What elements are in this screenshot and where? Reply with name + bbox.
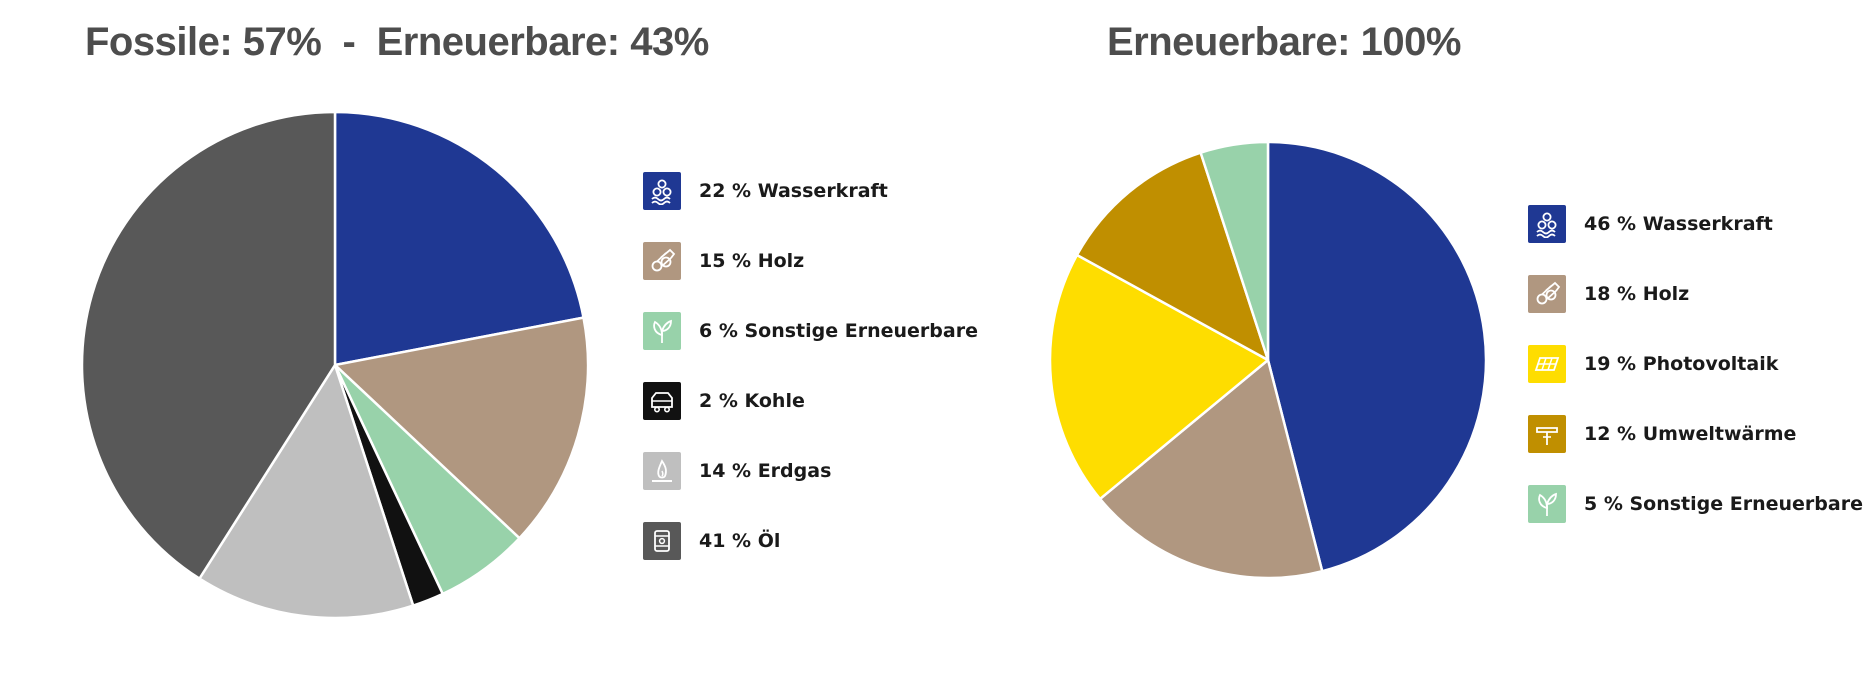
legend-item-1-2: 19 % Photovoltaik xyxy=(1528,345,1863,383)
legend-item-1-0: 46 % Wasserkraft xyxy=(1528,205,1863,243)
leaf-icon xyxy=(643,312,681,350)
legend-label: 15 % Holz xyxy=(699,250,805,272)
legend-right: 46 % Wasserkraft 18 % Holz 19 % Photovolta… xyxy=(1528,205,1863,555)
legend-item-1-1: 18 % Holz xyxy=(1528,275,1863,313)
flame-icon xyxy=(643,452,681,490)
oil-barrel-icon xyxy=(643,522,681,560)
coal-icon xyxy=(643,382,681,420)
legend-label: 46 % Wasserkraft xyxy=(1584,213,1773,235)
legend-left: 22 % Wasserkraft 15 % Holz 6 % Sonstige Er… xyxy=(643,172,978,592)
legend-item-0-2: 6 % Sonstige Erneuerbare xyxy=(643,312,978,350)
pie-slice-1-1 xyxy=(1098,358,1324,580)
pie-slice-0-4 xyxy=(198,363,415,620)
pie-slice-0-0 xyxy=(333,110,585,367)
legend-label: 19 % Photovoltaik xyxy=(1584,353,1779,375)
pie-chart-right xyxy=(1048,140,1488,580)
pie-slice-1-4 xyxy=(1199,140,1270,362)
legend-label: 2 % Kohle xyxy=(699,390,805,412)
legend-label: 18 % Holz xyxy=(1584,283,1690,305)
legend-label: 12 % Umweltwärme xyxy=(1584,423,1797,445)
pie-slice-0-1 xyxy=(333,316,590,540)
legend-label: 5 % Sonstige Erneuerbare xyxy=(1584,493,1863,515)
legend-label: 22 % Wasserkraft xyxy=(699,180,888,202)
wood-icon xyxy=(643,242,681,280)
wood-icon xyxy=(1528,275,1566,313)
legend-item-0-1: 15 % Holz xyxy=(643,242,978,280)
leaf-icon xyxy=(1528,485,1566,523)
pie-slice-1-0 xyxy=(1266,140,1488,573)
legend-item-0-3: 2 % Kohle xyxy=(643,382,978,420)
legend-item-0-0: 22 % Wasserkraft xyxy=(643,172,978,210)
legend-item-0-4: 14 % Erdgas xyxy=(643,452,978,490)
legend-label: 14 % Erdgas xyxy=(699,460,832,482)
legend-item-1-4: 5 % Sonstige Erneuerbare xyxy=(1528,485,1863,523)
pie-slice-1-2 xyxy=(1048,253,1270,501)
pie-slice-1-3 xyxy=(1075,151,1270,362)
chart-title-left: Fossile: 57% - Erneuerbare: 43% xyxy=(85,20,709,64)
legend-label: 6 % Sonstige Erneuerbare xyxy=(699,320,978,342)
legend-item-0-5: 41 % Öl xyxy=(643,522,978,560)
pie-slice-0-5 xyxy=(80,110,337,580)
hydro-icon xyxy=(643,172,681,210)
heat-pump-icon xyxy=(1528,415,1566,453)
chart-title-right: Erneuerbare: 100% xyxy=(1107,20,1461,64)
pie-chart-left xyxy=(80,110,590,620)
legend-label: 41 % Öl xyxy=(699,530,781,552)
solar-panel-icon xyxy=(1528,345,1566,383)
legend-item-1-3: 12 % Umweltwärme xyxy=(1528,415,1863,453)
hydro-icon xyxy=(1528,205,1566,243)
